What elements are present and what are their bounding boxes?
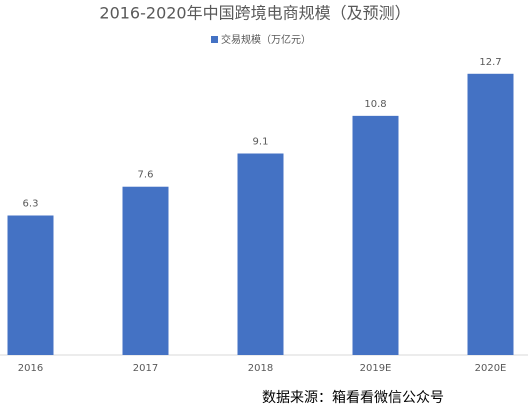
- chart-title: 2016-2020年中国跨境电商规模（及预测）: [99, 4, 410, 23]
- x-tick-label: 2018: [248, 363, 273, 374]
- bar: [237, 153, 284, 355]
- bar: [7, 215, 54, 355]
- legend-swatch: [211, 36, 218, 43]
- bar: [122, 186, 169, 355]
- data-label: 12.7: [479, 57, 501, 68]
- x-tick-label: 2019E: [360, 363, 392, 374]
- data-label: 9.1: [253, 137, 269, 148]
- bar: [467, 73, 514, 356]
- data-label: 10.8: [364, 99, 386, 110]
- x-tick-label: 2016: [18, 363, 43, 374]
- x-tick-label: 2017: [133, 363, 158, 374]
- x-tick-label: 2020E: [475, 363, 507, 374]
- legend-label: 交易规模（万亿元）: [221, 33, 311, 46]
- source: 数据来源：箱看看微信公众号: [262, 390, 444, 406]
- data-label: 6.3: [23, 199, 39, 210]
- data-label: 7.6: [138, 170, 154, 181]
- bar: [352, 115, 399, 355]
